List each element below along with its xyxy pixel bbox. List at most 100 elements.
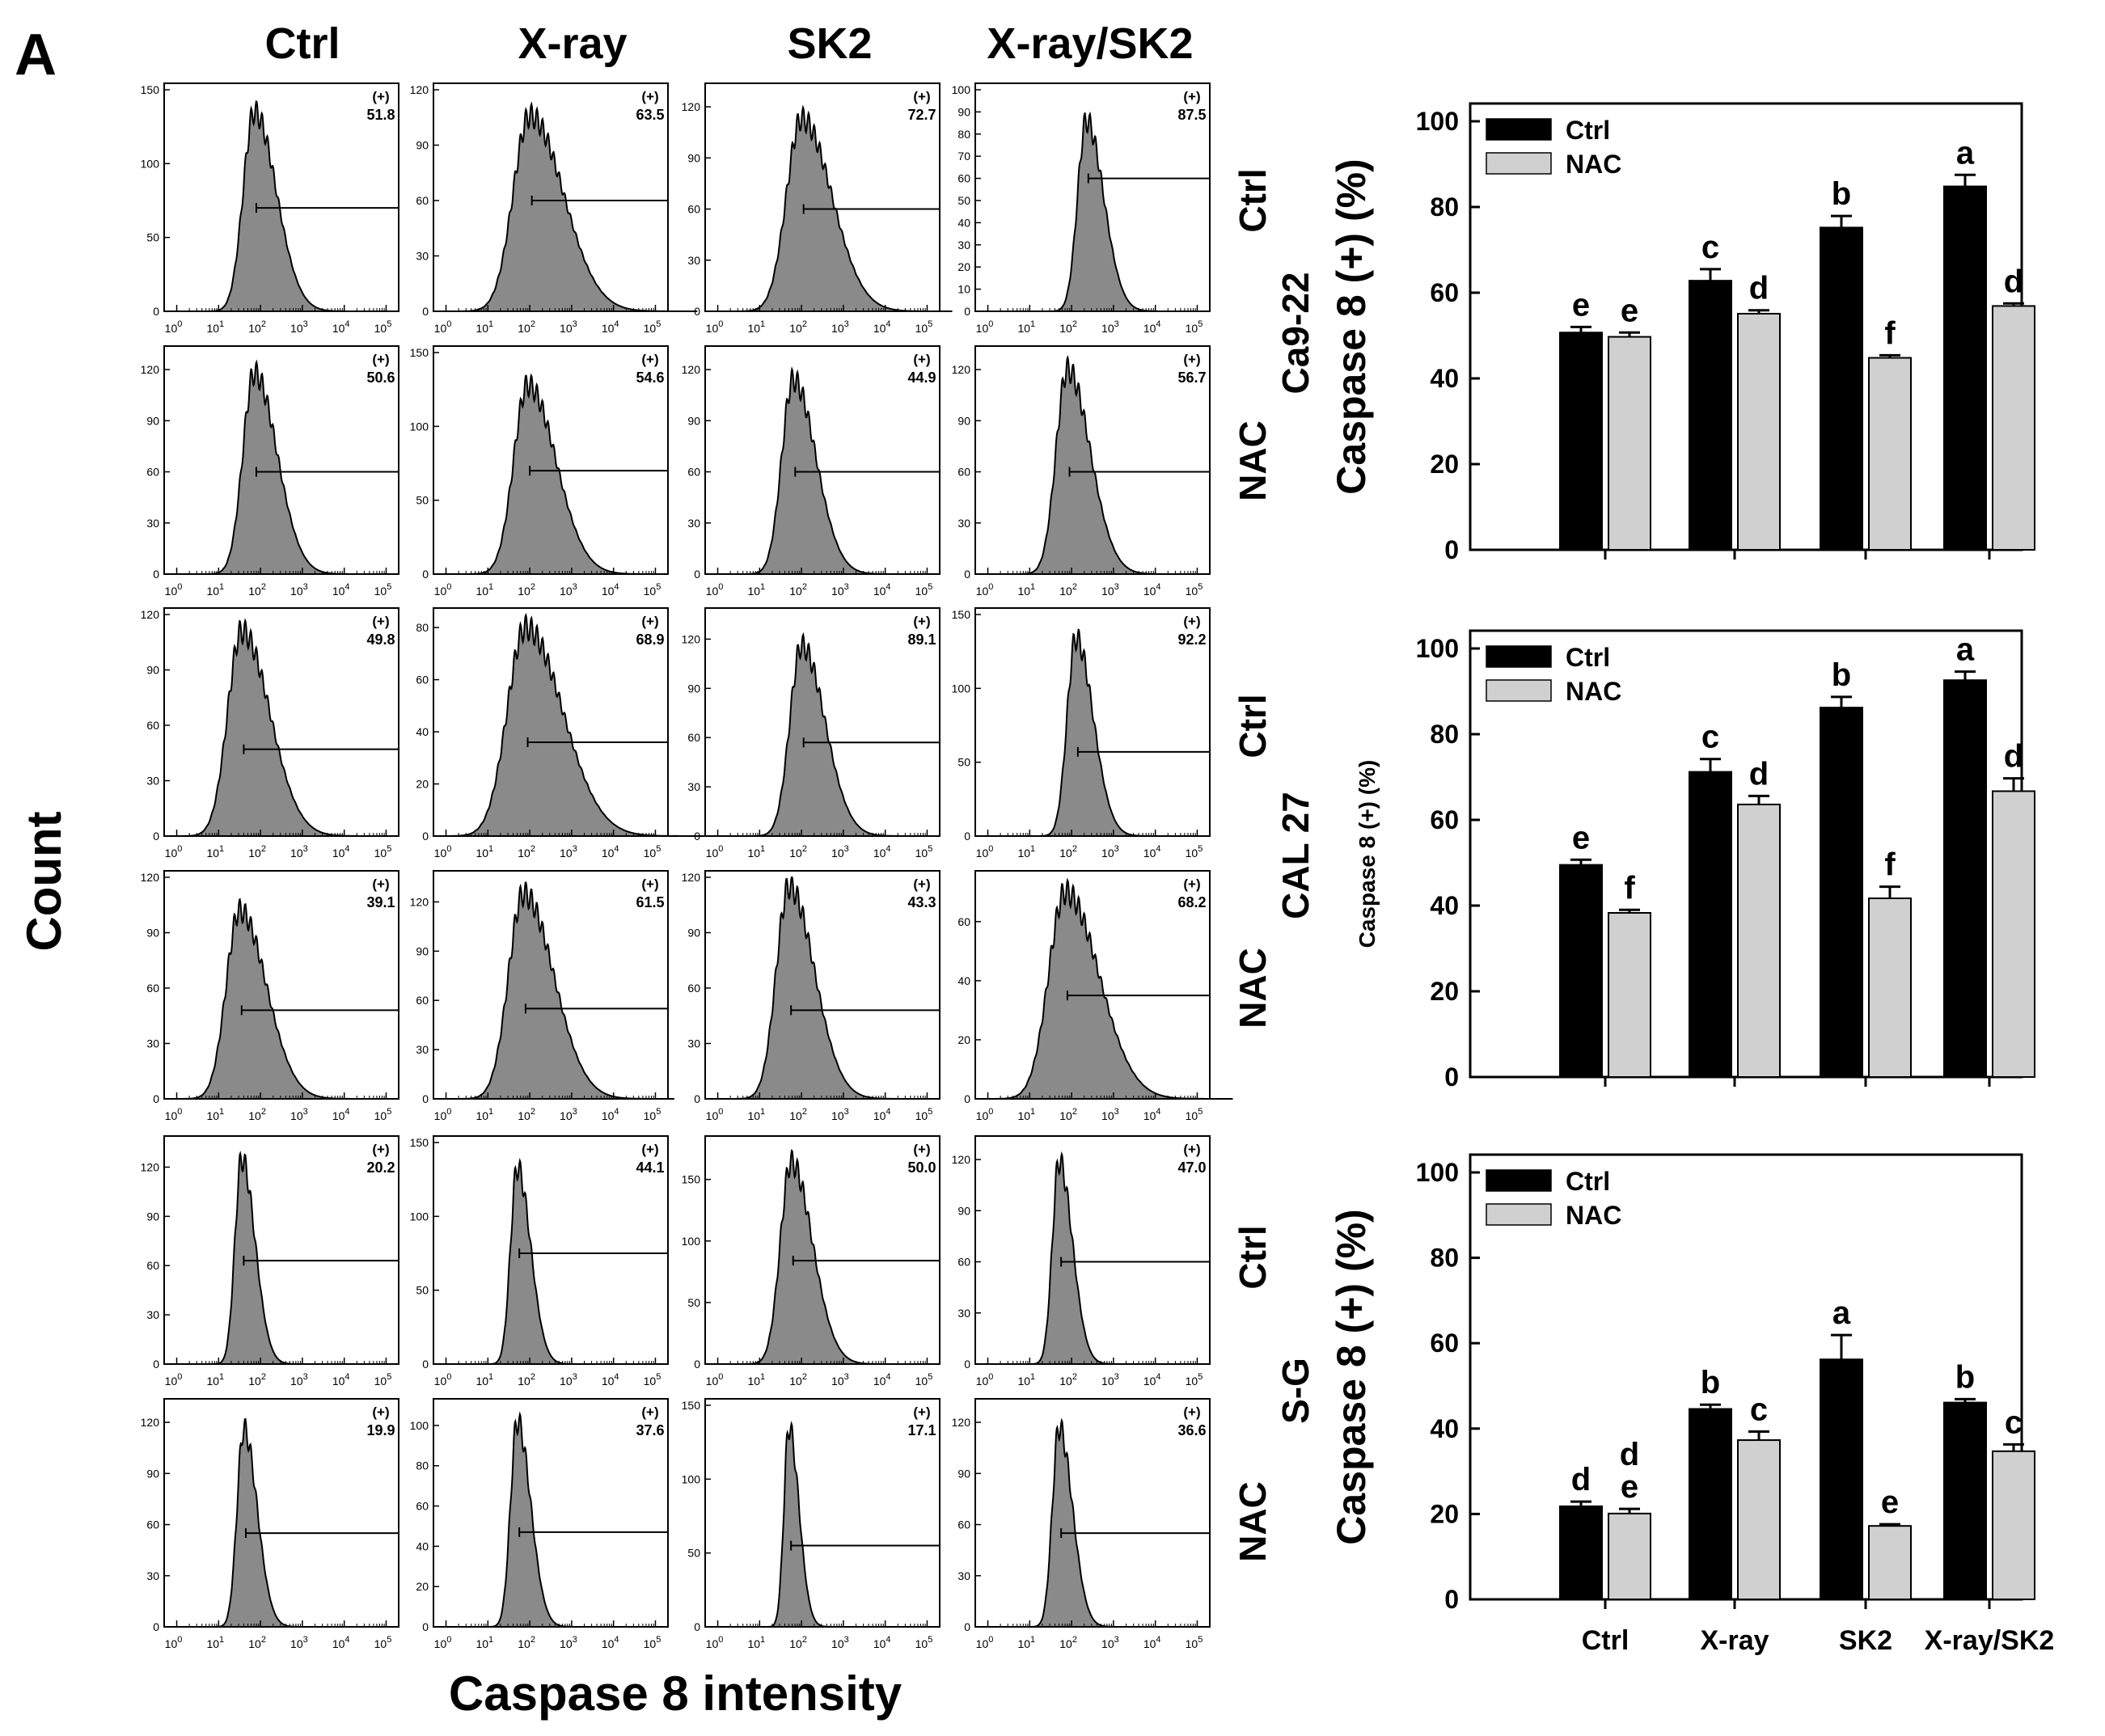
y-tick-label: 150 <box>410 346 429 359</box>
significance-letter: a <box>1832 1295 1851 1331</box>
x-tick-label: 101 <box>476 844 493 860</box>
x-tick-label: 105 <box>644 1635 662 1650</box>
significance-letter: b <box>1955 1359 1975 1395</box>
percent-positive: 72.7 <box>907 107 936 123</box>
gate-label: (+) <box>913 352 930 367</box>
x-tick-label: 103 <box>560 582 577 598</box>
histogram-r2-c4: (+) 56.7 0 30 60 90 120 100 101 102 103 104 105 <box>952 345 1211 598</box>
x-tick-label: 102 <box>789 844 807 860</box>
x-tick-label: 105 <box>644 319 662 335</box>
y-tick-label: 0 <box>1444 1585 1459 1614</box>
y-tick-label: 20 <box>957 1033 970 1046</box>
histogram-frame <box>433 1135 669 1365</box>
histogram-r3-c4: (+) 92.2 0 50 100 150 100 101 102 103 104 105 <box>952 607 1211 860</box>
y-tick-label: 0 <box>153 1358 159 1371</box>
y-tick-label: 80 <box>1430 1244 1459 1273</box>
y-tick-label: 0 <box>153 830 159 843</box>
histogram-r5-c3: (+) 50.0 0 50 100 150 100 101 102 103 104 105 <box>682 1135 940 1388</box>
histogram-curve <box>981 877 1233 1100</box>
x-tick-label: 100 <box>434 844 452 860</box>
x-tick-label: 105 <box>915 1635 933 1650</box>
x-tick-label: 102 <box>1059 319 1077 335</box>
percent-positive: 43.3 <box>907 894 936 910</box>
bar-nac-x-ray <box>1737 1439 1781 1601</box>
y-tick-label: 80 <box>416 1459 429 1472</box>
x-tick-label: 100 <box>706 1107 724 1122</box>
y-tick-label: 0 <box>1444 1062 1459 1092</box>
gate-label: (+) <box>1183 1142 1200 1157</box>
x-tick-label: 105 <box>915 1372 933 1388</box>
gate-label: (+) <box>641 876 658 892</box>
y-tick-label: 60 <box>687 203 700 216</box>
bar-nac-sk2 <box>1868 1525 1912 1600</box>
bar-nac-ctrl <box>1608 336 1651 551</box>
gate-label: (+) <box>1183 876 1200 892</box>
x-tick-label: 102 <box>248 319 266 335</box>
x-tick-label: 101 <box>206 844 224 860</box>
y-axis-label: Caspase 8 (+) (%) <box>1329 158 1374 494</box>
bar-ctrl-x-ray <box>1689 771 1732 1078</box>
y-tick-label: 120 <box>141 1160 160 1173</box>
histogram-r6-c3: (+) 17.1 0 50 100 150 100 101 102 103 104 105 <box>682 1398 940 1650</box>
x-tick-label: 100 <box>165 582 183 598</box>
bar-ctrl-sk2 <box>1820 707 1863 1078</box>
x-tick-label: 101 <box>476 319 493 335</box>
significance-letter: c <box>1750 1392 1768 1427</box>
y-tick-label: 0 <box>964 305 970 318</box>
y-tick-label: 90 <box>687 151 700 164</box>
x-tick-label: 105 <box>374 319 392 335</box>
y-tick-label: 90 <box>957 1204 970 1217</box>
histogram-curve <box>1025 1417 1126 1628</box>
percent-positive: 61.5 <box>636 894 664 910</box>
x-tick-label: 103 <box>560 1372 577 1388</box>
y-tick-label: 40 <box>1430 891 1459 920</box>
significance-letter: b <box>1701 1365 1720 1400</box>
x-tick-label: 100 <box>165 844 183 860</box>
histogram-r5-c4: (+) 47.0 0 30 60 90 120 100 101 102 103 104 105 <box>952 1135 1211 1388</box>
histogram-curve <box>199 99 366 312</box>
y-tick-label: 40 <box>1430 1414 1459 1443</box>
gate-label: (+) <box>372 1142 389 1157</box>
x-tick-label: 105 <box>374 1107 392 1122</box>
x-tick-label: 101 <box>476 1372 493 1388</box>
x-tick-label: 101 <box>1017 1107 1035 1122</box>
y-tick-label: 150 <box>410 1136 429 1149</box>
y-tick-label: 0 <box>422 830 429 843</box>
x-tick-label: 105 <box>644 1107 662 1122</box>
significance-letter: b <box>1832 176 1851 212</box>
x-tick-label: 103 <box>290 1107 308 1122</box>
y-tick-label: 30 <box>957 1569 970 1582</box>
histogram-r3-c2: (+) 68.9 0 20 40 60 80 100 101 102 103 104 105 <box>416 607 710 860</box>
x-tick-label: 101 <box>206 1372 224 1388</box>
y-tick-label: 90 <box>687 682 700 695</box>
y-tick-label: 100 <box>682 1235 701 1248</box>
significance-letter: d <box>1620 1437 1639 1472</box>
histogram-r1-c2: (+) 63.5 0 30 60 90 120 100 101 102 103 104 105 <box>410 82 698 335</box>
x-tick-label: 104 <box>602 1372 619 1388</box>
y-tick-label: 90 <box>416 139 429 152</box>
y-tick-label: 90 <box>687 927 700 940</box>
x-tick-label: 104 <box>602 582 619 598</box>
x-tick-label: 105 <box>644 844 662 860</box>
x-tick-label: 104 <box>1143 1372 1161 1388</box>
y-tick-label: 0 <box>153 1092 159 1105</box>
x-tick-label: 104 <box>332 844 350 860</box>
x-tick-label: SK2 <box>1839 1625 1892 1656</box>
x-tick-label: 103 <box>831 319 849 335</box>
y-tick-label: 30 <box>146 1037 159 1050</box>
significance-letter: f <box>1884 847 1896 883</box>
y-tick-label: 150 <box>141 83 160 96</box>
histogram-r4-c1: (+) 39.1 0 30 60 90 120 100 101 102 103 104 105 <box>141 870 399 1122</box>
x-tick-label: 101 <box>747 844 765 860</box>
x-tick-label: 104 <box>332 582 350 598</box>
significance-letter: d <box>1749 756 1769 792</box>
x-tick-label: 102 <box>1059 844 1077 860</box>
significance-letter: d <box>1571 1462 1591 1497</box>
y-tick-label: 120 <box>141 608 160 621</box>
y-tick-label: 60 <box>957 466 970 479</box>
gate-label: (+) <box>372 89 389 104</box>
y-tick-label: 60 <box>416 194 429 207</box>
x-tick-label: 105 <box>1186 1635 1203 1650</box>
x-tick-label: 101 <box>747 1635 765 1650</box>
